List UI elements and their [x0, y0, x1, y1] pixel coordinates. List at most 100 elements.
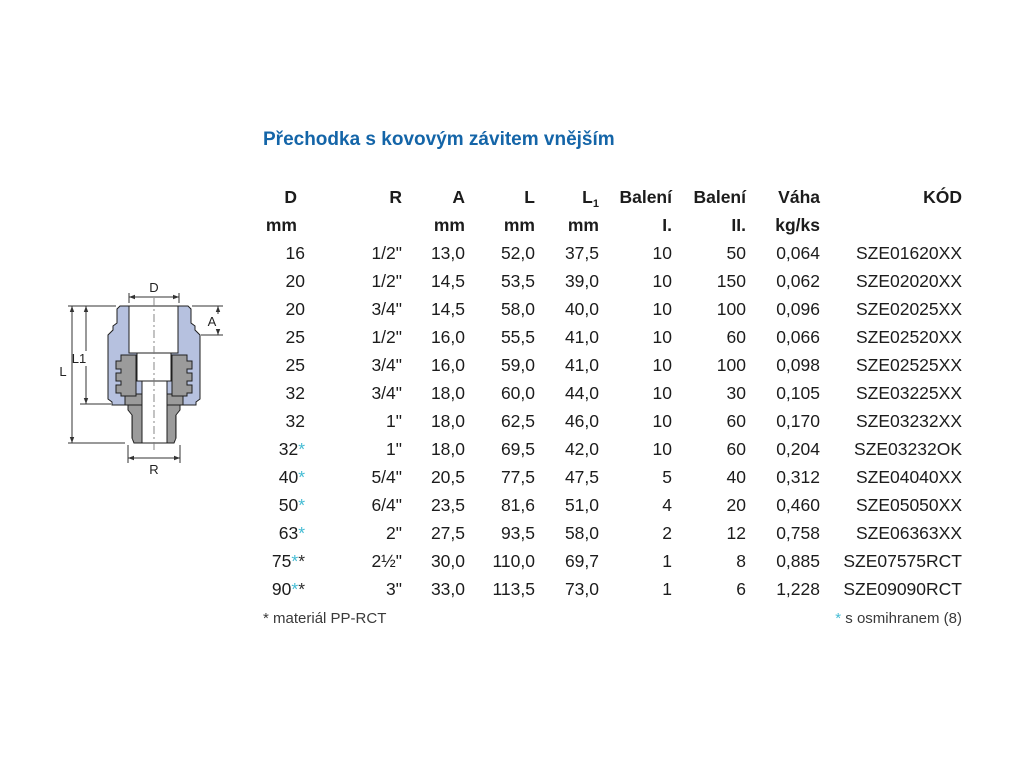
unit-a: mm [433, 215, 465, 235]
cell-baleni-2: 150 [716, 271, 746, 291]
cell-a: 33,0 [430, 579, 465, 599]
col-header-d: D [284, 187, 297, 207]
col-header-l: L [524, 187, 535, 207]
cell-l1: 58,0 [564, 523, 599, 543]
cell-l1: 73,0 [564, 579, 599, 599]
note-star-dark: * [298, 579, 305, 599]
cell-vaha: 0,066 [776, 327, 820, 347]
cell-vaha: 0,170 [776, 411, 820, 431]
cell-kod: SZE02025XX [855, 299, 962, 319]
cell-l: 81,6 [500, 495, 535, 515]
cell-kod: SZE03232OK [854, 439, 962, 459]
dimension-l [68, 306, 125, 444]
cell-r: 3/4" [371, 383, 402, 403]
table-row: 75** 2½" 30,0 110,0 69,7 1 8 0,885 SZE07… [255, 547, 962, 575]
cell-l: 59,0 [500, 355, 535, 375]
cell-l: 62,5 [500, 411, 535, 431]
dim-label-r: R [149, 462, 158, 477]
header-unit-row: mm mm mm mm I. II. kg/ks [255, 211, 962, 239]
footnote-star-dark: * [263, 610, 269, 627]
dim-label-a-bg [205, 314, 219, 329]
unit-r [305, 211, 402, 239]
table-row: 63* 2" 27,5 93,5 58,0 2 12 0,758 SZE0636… [255, 519, 962, 547]
cell-a: 27,5 [430, 523, 465, 543]
note-star-dark: * [298, 551, 305, 571]
dimension-r [127, 445, 181, 463]
dimension-d [128, 293, 180, 303]
cell-l1: 47,5 [564, 467, 599, 487]
cell-kod: SZE05050XX [855, 495, 962, 515]
cell-r: 3/4" [371, 355, 402, 375]
cell-baleni-2: 8 [736, 551, 746, 571]
unit-l: mm [503, 215, 535, 235]
cell-r: 1" [386, 439, 402, 459]
cell-kod: SZE02020XX [855, 271, 962, 291]
cell-r: 3" [386, 579, 402, 599]
cell-d: 25 [285, 355, 305, 375]
cell-kod: SZE03232XX [855, 411, 962, 431]
cell-l: 58,0 [500, 299, 535, 319]
table-row: 32 3/4" 18,0 60,0 44,0 10 30 0,105 SZE03… [255, 379, 962, 407]
note-star-cyan: * [298, 523, 305, 543]
cell-kod: SZE09090RCT [843, 579, 962, 599]
col-header-r: R [389, 187, 402, 207]
table-row: 90** 3" 33,0 113,5 73,0 1 6 1,228 SZE090… [255, 575, 962, 603]
cell-kod: SZE02525XX [855, 355, 962, 375]
cell-kod: SZE07575RCT [843, 551, 962, 571]
note-star-cyan: * [291, 579, 299, 599]
cell-baleni-2: 20 [726, 495, 746, 515]
unit-l1: mm [567, 215, 599, 235]
cell-kod: SZE03225XX [855, 383, 962, 403]
cell-l: 60,0 [500, 383, 535, 403]
cell-baleni-1: 10 [652, 327, 672, 347]
cell-d: 32 [285, 383, 305, 403]
dim-label-a: A [208, 314, 217, 329]
unit-baleni-2: II. [731, 215, 746, 235]
cell-a: 14,5 [430, 299, 465, 319]
cell-d: 32* [278, 439, 305, 459]
dim-label-l1: L1 [72, 351, 86, 366]
table-row: 40* 5/4" 20,5 77,5 47,5 5 40 0,312 SZE04… [255, 463, 962, 491]
cell-d: 75** [271, 551, 305, 571]
cell-baleni-1: 1 [662, 579, 672, 599]
col-header-a: A [452, 187, 465, 207]
cell-d: 90** [271, 579, 305, 599]
cell-baleni-2: 60 [726, 411, 746, 431]
cell-l: 110,0 [492, 551, 536, 571]
dim-label-d: D [149, 280, 158, 295]
unit-baleni-1: I. [662, 215, 672, 235]
cell-vaha: 0,885 [776, 551, 820, 571]
cell-baleni-1: 10 [652, 355, 672, 375]
cell-baleni-1: 2 [662, 523, 672, 543]
footnote-octagon: * s osmihranem (8) [835, 610, 962, 628]
table-row: 32* 1" 18,0 69,5 42,0 10 60 0,204 SZE032… [255, 435, 962, 463]
cell-baleni-1: 10 [652, 439, 672, 459]
dim-label-l1-bg [69, 351, 89, 366]
cell-d: 20 [285, 271, 305, 291]
product-table-body: 16 1/2" 13,0 52,0 37,5 10 50 0,064 SZE01… [255, 239, 962, 603]
cell-baleni-1: 10 [652, 383, 672, 403]
cell-l: 77,5 [500, 467, 535, 487]
cell-a: 16,0 [430, 327, 465, 347]
cell-kod: SZE06363XX [855, 523, 962, 543]
cell-d: 50* [278, 495, 305, 515]
table-row: 20 3/4" 14,5 58,0 40,0 10 100 0,096 SZE0… [255, 295, 962, 323]
footnote-star-cyan: * [835, 610, 842, 627]
cell-baleni-2: 60 [726, 439, 746, 459]
cell-l1: 44,0 [564, 383, 599, 403]
note-star-cyan: * [298, 439, 305, 459]
cell-d: 25 [285, 327, 305, 347]
cell-baleni-1: 4 [662, 495, 672, 515]
cell-baleni-2: 60 [726, 327, 746, 347]
cell-baleni-2: 50 [726, 243, 746, 263]
cell-l: 113,5 [492, 579, 536, 599]
cell-baleni-1: 10 [652, 299, 672, 319]
cell-l: 55,5 [500, 327, 535, 347]
cell-baleni-2: 12 [726, 523, 746, 543]
cell-vaha: 0,064 [776, 243, 820, 263]
cell-baleni-2: 100 [716, 355, 746, 375]
cell-r: 1" [386, 411, 402, 431]
cell-baleni-1: 10 [652, 411, 672, 431]
page-title: Přechodka s kovovým závitem vnějším [263, 129, 615, 150]
